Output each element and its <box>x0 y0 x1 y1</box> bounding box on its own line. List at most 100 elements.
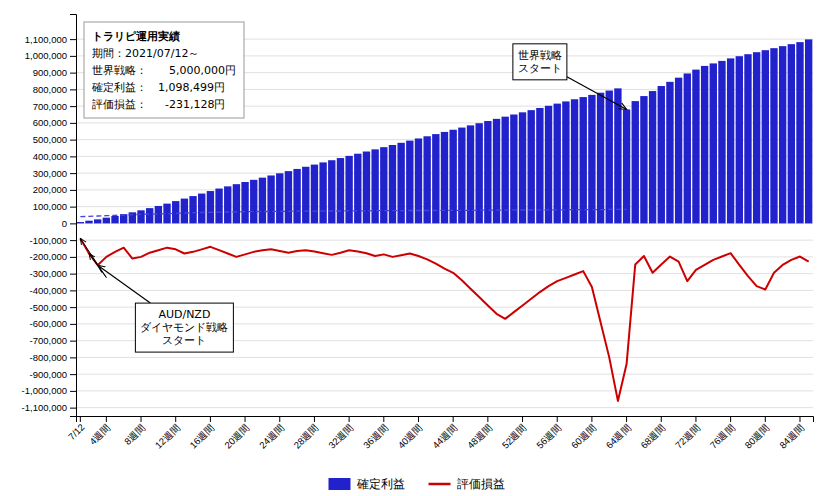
y-tick-label: 0 <box>62 218 67 229</box>
x-tick-label: 40週間 <box>396 421 425 450</box>
bar <box>658 86 665 223</box>
y-tick: 1,100,000 <box>25 34 76 45</box>
y-tick-label: 1,000,000 <box>25 50 67 61</box>
bar <box>181 199 188 224</box>
bar <box>302 167 309 224</box>
y-tick: 400,000 <box>33 151 76 162</box>
y-tick: 900,000 <box>33 67 76 78</box>
bar <box>528 110 535 223</box>
annotation-line: 世界戦略 <box>518 49 562 62</box>
bar <box>736 56 743 223</box>
bar <box>85 221 92 224</box>
grid-line <box>76 273 813 274</box>
y-tick: -600,000 <box>29 318 76 329</box>
bar <box>276 173 283 223</box>
x-tick-label: 64週間 <box>604 421 633 450</box>
y-tick-mark <box>70 257 76 258</box>
x-axis: 7/124週間8週間12週間16週間20週間24週間28週間32週間36週間40… <box>66 416 814 451</box>
bar <box>606 91 613 224</box>
legend-item: 確定利益 <box>329 477 405 491</box>
bar <box>762 50 769 223</box>
x-tick-mark <box>661 416 662 422</box>
x-tick: 40週間 <box>396 416 425 451</box>
bar <box>293 169 300 223</box>
y-tick-label: 600,000 <box>33 117 67 128</box>
grid-line <box>76 407 813 408</box>
y-tick-label: -400,000 <box>29 285 67 296</box>
bar <box>770 48 777 223</box>
bar <box>779 46 786 223</box>
bar-series <box>77 39 813 223</box>
grid-line <box>76 357 813 358</box>
marks <box>77 39 813 401</box>
x-tick: 48週間 <box>465 416 494 451</box>
annotation-box <box>513 44 567 80</box>
subtitle-line: 期間：2021/07/12～ <box>92 47 199 60</box>
bar <box>311 165 318 224</box>
x-tick-label: 60週間 <box>569 421 598 450</box>
grid-line <box>76 290 813 291</box>
x-tick-mark <box>765 416 766 422</box>
y-tick-label: -800,000 <box>29 352 67 363</box>
legend-swatch <box>329 478 351 490</box>
y-tick-mark <box>70 123 76 124</box>
x-tick-label: 72週間 <box>673 421 702 450</box>
annotation-arrow <box>80 238 106 277</box>
bar <box>241 182 248 223</box>
bar <box>640 96 647 223</box>
bar <box>571 99 578 223</box>
x-tick-mark <box>453 416 454 422</box>
chart: 1,100,0001,000,000900,000800,000700,0006… <box>0 0 833 496</box>
bar <box>788 44 795 223</box>
subtitle-line: 評価損益： -231,128円 <box>92 98 225 111</box>
bar <box>458 128 465 224</box>
bar <box>389 145 396 223</box>
legend: 確定利益評価損益 <box>329 477 505 491</box>
y-tick: 500,000 <box>33 134 76 145</box>
x-tick-mark <box>487 416 488 422</box>
bar <box>259 178 266 224</box>
x-tick-label: 28週間 <box>291 421 320 450</box>
x-axis-line <box>77 417 814 423</box>
annotation-arrow <box>98 265 151 303</box>
x-tick-mark <box>314 416 315 422</box>
y-tick-label: 500,000 <box>33 134 67 145</box>
y-tick-mark <box>70 207 76 208</box>
annotation: AUD/NZDダイヤモンド戦略スタート <box>98 265 234 352</box>
y-tick-label: -1,000,000 <box>22 385 67 396</box>
bar <box>519 112 526 223</box>
bar <box>805 39 812 223</box>
bar <box>215 189 222 224</box>
x-tick: 4週間 <box>87 416 113 447</box>
bar <box>111 216 118 223</box>
x-tick: 32週間 <box>326 416 355 451</box>
bar <box>449 130 456 224</box>
x-tick-label: 20週間 <box>222 421 251 450</box>
annotation-text: 世界戦略スタート <box>518 49 562 75</box>
y-tick-mark <box>70 140 76 141</box>
bar <box>319 162 326 223</box>
y-tick-mark <box>70 408 76 409</box>
x-tick: 28週間 <box>291 416 320 451</box>
bar <box>796 42 803 223</box>
y-tick-mark <box>70 223 76 224</box>
y-tick-mark <box>70 89 76 90</box>
x-tick: 60週間 <box>569 416 598 451</box>
y-axis: 1,100,0001,000,000900,000800,000700,0006… <box>22 15 77 417</box>
bar <box>475 123 482 223</box>
info-box: トラリピ運用実績期間：2021/07/12～世界戦略： 5,000,000円確定… <box>84 22 244 118</box>
x-tick-label: 36週間 <box>361 421 390 450</box>
bar <box>753 52 760 223</box>
grid-line <box>76 256 813 257</box>
y-tick: -900,000 <box>29 369 76 380</box>
bar <box>692 70 699 224</box>
y-tick-label: -700,000 <box>29 335 67 346</box>
bar <box>484 121 491 223</box>
y-tick-mark <box>70 341 76 342</box>
x-tick-mark <box>730 416 731 422</box>
bar <box>354 154 361 224</box>
y-tick: 0 <box>62 218 76 229</box>
bar <box>198 194 205 224</box>
x-tick: 72週間 <box>673 416 702 451</box>
bar <box>588 95 595 223</box>
